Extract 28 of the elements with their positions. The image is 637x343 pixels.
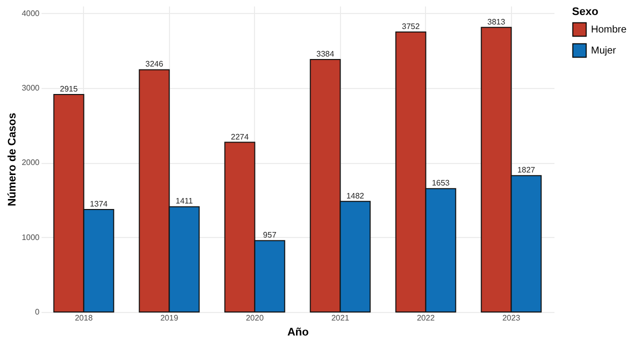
y-tick-label: 2000 bbox=[22, 158, 40, 168]
data-label: 957 bbox=[263, 230, 277, 240]
data-label: 1482 bbox=[346, 191, 365, 200]
y-tick-label: 3000 bbox=[22, 84, 40, 93]
data-label: 2915 bbox=[60, 84, 78, 94]
y-tick-label: 4000 bbox=[22, 8, 40, 18]
y-tick-label: 0 bbox=[35, 308, 40, 316]
x-tick-label: 2022 bbox=[416, 314, 436, 322]
y-tick-label: 1000 bbox=[22, 232, 40, 242]
data-label: 3813 bbox=[487, 17, 506, 26]
data-label: 3752 bbox=[402, 22, 420, 31]
x-tick-label: 2019 bbox=[160, 314, 179, 322]
x-axis-title: Año bbox=[287, 326, 309, 338]
x-tick-label: 2023 bbox=[502, 314, 521, 322]
x-tick-label: 2020 bbox=[246, 314, 264, 322]
y-axis-title: Número de Casos bbox=[6, 112, 19, 206]
data-label: 3246 bbox=[145, 60, 164, 69]
data-label: 1653 bbox=[432, 178, 450, 188]
legend-label: Mujer bbox=[591, 46, 617, 56]
data-label: 3384 bbox=[316, 49, 335, 58]
x-tick-label: 2018 bbox=[74, 314, 94, 322]
data-label: 1827 bbox=[517, 166, 536, 175]
x-tick-label: 2021 bbox=[331, 314, 350, 322]
data-label: 1374 bbox=[90, 199, 108, 208]
data-label: 1411 bbox=[176, 196, 194, 206]
data-label: 2274 bbox=[230, 132, 250, 142]
legend-label: Hombre bbox=[591, 24, 628, 36]
legend-title: Sexo bbox=[572, 6, 599, 18]
